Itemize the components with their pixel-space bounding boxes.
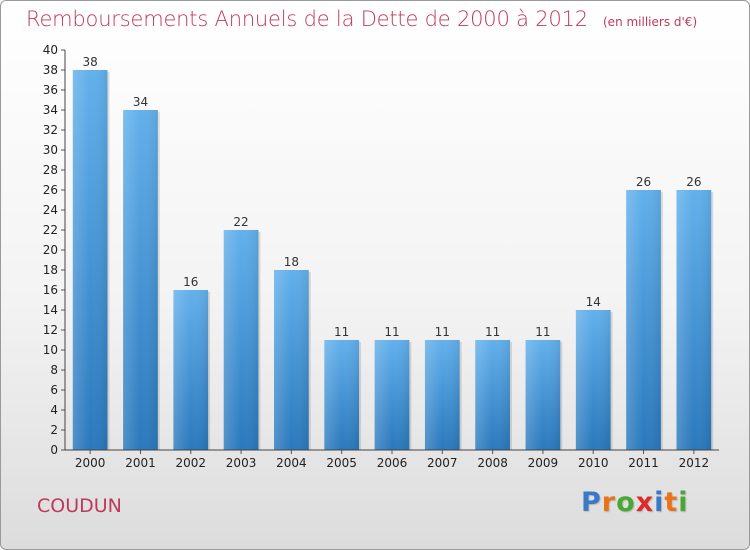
bar-shade [173,290,209,450]
data-label: 16 [183,275,198,289]
bar-shade [525,340,561,450]
y-tick-label: 16 [43,283,58,297]
chart-title: Remboursements Annuels de la Dette de 20… [26,7,697,31]
y-tick-label: 36 [43,83,58,97]
logo-letter: o [616,487,636,518]
y-tick-label: 20 [43,243,58,257]
y-tick-label: 22 [43,223,58,237]
y-tick-label: 4 [50,403,58,417]
y-tick-label: 2 [50,423,58,437]
x-tick-label: 2009 [528,456,559,470]
data-label: 11 [435,325,450,339]
logo-letter: r [601,487,617,518]
y-tick-label: 34 [43,103,58,117]
logo-letter: P [581,487,602,518]
y-tick-label: 40 [43,43,58,57]
y-tick-label: 12 [43,323,58,337]
x-tick-label: 2003 [226,456,257,470]
data-label: 22 [233,215,248,229]
data-label: 11 [384,325,399,339]
x-tick-label: 2007 [427,456,458,470]
data-label: 11 [334,325,349,339]
chart-title-unit: (en milliers d'€) [603,15,698,29]
logo-letter: t [664,487,679,518]
proxiti-logo: Proxiti [581,487,689,518]
commune-name: COUDUN [37,495,122,517]
bar-shade [123,110,158,450]
data-label: 34 [133,95,148,109]
x-tick-label: 2008 [477,456,508,470]
bar-shade [274,270,309,450]
x-tick-label: 2001 [125,456,156,470]
y-tick-label: 0 [50,443,58,457]
y-tick-label: 8 [50,363,58,377]
bar-shade [475,340,510,450]
data-label: 14 [586,295,601,309]
bar-shade [676,190,712,450]
bar-shade [374,340,410,450]
bar-shade [223,230,259,450]
x-tick-label: 2002 [175,456,206,470]
bar-shade [626,190,661,450]
logo-letter: i [678,487,689,518]
logo-letter: i [654,487,665,518]
data-label: 11 [485,325,500,339]
bar-shade [324,340,360,450]
data-label: 26 [686,175,701,189]
y-tick-label: 30 [43,143,58,157]
y-tick-label: 24 [43,203,58,217]
y-tick-label: 18 [43,263,58,277]
bar-shade [424,340,460,450]
logo-letter: x [635,487,655,518]
y-tick-label: 26 [43,183,58,197]
x-tick-label: 2010 [578,456,609,470]
x-tick-label: 2012 [679,456,710,470]
y-tick-label: 10 [43,343,58,357]
y-tick-label: 38 [43,63,58,77]
data-label: 18 [284,255,299,269]
data-label: 38 [83,55,98,69]
chart-title-main: Remboursements Annuels de la Dette de 20… [26,7,588,31]
x-tick-label: 2006 [377,456,408,470]
y-tick-label: 32 [43,123,58,137]
x-tick-label: 2011 [628,456,659,470]
y-tick-label: 14 [43,303,58,317]
x-tick-label: 2000 [75,456,106,470]
x-tick-label: 2005 [326,456,357,470]
data-label: 26 [636,175,651,189]
data-label: 11 [535,325,550,339]
bar-shade [72,70,108,450]
bar-shade [575,310,611,450]
x-tick-label: 2004 [276,456,307,470]
y-tick-label: 28 [43,163,58,177]
y-tick-label: 6 [50,383,58,397]
